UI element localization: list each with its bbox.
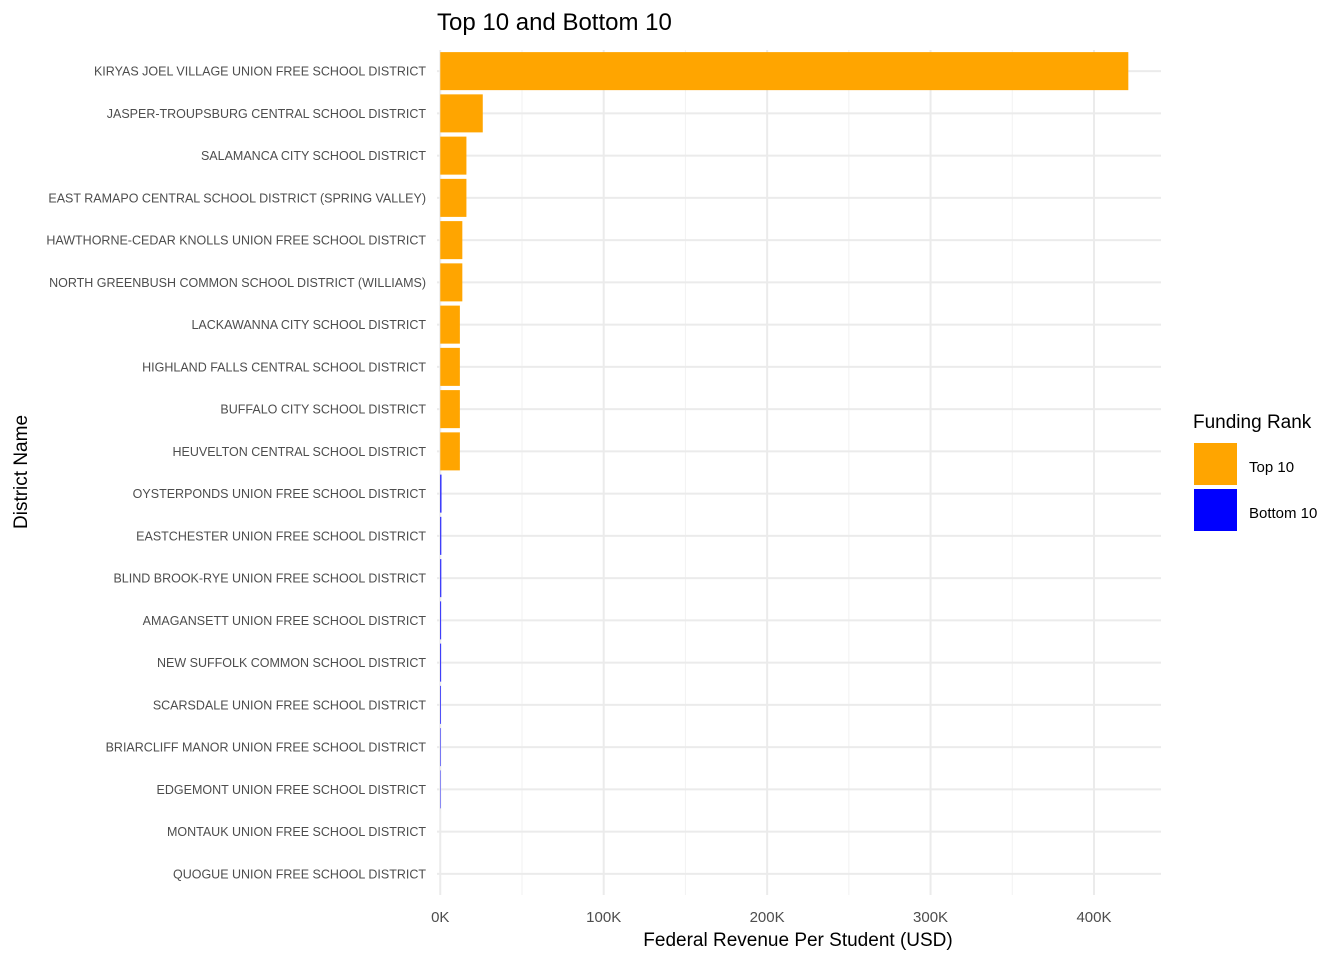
bar	[440, 178, 467, 217]
category-label: AMAGANSETT UNION FREE SCHOOL DISTRICT	[143, 614, 427, 628]
grid-lines	[437, 50, 1161, 895]
x-tick-label: 200K	[750, 909, 785, 926]
bar	[440, 559, 442, 598]
category-label: QUOGUE UNION FREE SCHOOL DISTRICT	[173, 867, 426, 881]
category-label: EDGEMONT UNION FREE SCHOOL DISTRICT	[157, 783, 427, 797]
category-label: EASTCHESTER UNION FREE SCHOOL DISTRICT	[136, 529, 426, 543]
bars-group	[440, 52, 1129, 809]
bar	[440, 94, 483, 133]
category-label: MONTAUK UNION FREE SCHOOL DISTRICT	[167, 825, 426, 839]
bar	[440, 601, 442, 640]
legend-swatch-bottom-10	[1194, 489, 1237, 531]
bar	[440, 685, 441, 724]
category-label: NORTH GREENBUSH COMMON SCHOOL DISTRICT (…	[49, 276, 426, 290]
bar	[440, 136, 467, 175]
category-label: SALAMANCA CITY SCHOOL DISTRICT	[201, 149, 426, 163]
chart-title: Top 10 and Bottom 10	[437, 9, 672, 36]
legend-label-top-10: Top 10	[1249, 459, 1294, 476]
category-label: KIRYAS JOEL VILLAGE UNION FREE SCHOOL DI…	[94, 65, 426, 79]
bar	[440, 263, 463, 302]
category-label: HIGHLAND FALLS CENTRAL SCHOOL DISTRICT	[142, 360, 426, 374]
y-axis-title: District Name	[11, 415, 32, 529]
bar	[440, 432, 460, 471]
bar	[440, 516, 442, 555]
category-label: JASPER-TROUPSBURG CENTRAL SCHOOL DISTRIC…	[107, 107, 427, 121]
bar	[440, 643, 442, 682]
category-labels: KIRYAS JOEL VILLAGE UNION FREE SCHOOL DI…	[46, 65, 426, 882]
category-label: NEW SUFFOLK COMMON SCHOOL DISTRICT	[157, 656, 426, 670]
legend-label-bottom-10: Bottom 10	[1249, 505, 1317, 522]
bar	[440, 305, 460, 344]
x-tick-labels: 0K 100K 200K 300K 400K	[431, 909, 1111, 926]
category-label: BRIARCLIFF MANOR UNION FREE SCHOOL DISTR…	[106, 741, 427, 755]
category-label: LACKAWANNA CITY SCHOOL DISTRICT	[191, 318, 426, 332]
x-tick-label: 100K	[586, 909, 621, 926]
bar	[440, 221, 463, 260]
x-tick-label: 300K	[913, 909, 948, 926]
category-label: SCARSDALE UNION FREE SCHOOL DISTRICT	[153, 698, 427, 712]
category-label: EAST RAMAPO CENTRAL SCHOOL DISTRICT (SPR…	[48, 191, 426, 205]
category-label: HAWTHORNE-CEDAR KNOLLS UNION FREE SCHOOL…	[46, 234, 426, 248]
category-label: BLIND BROOK-RYE UNION FREE SCHOOL DISTRI…	[113, 572, 426, 586]
category-label: OYSTERPONDS UNION FREE SCHOOL DISTRICT	[133, 487, 427, 501]
x-tick-label: 0K	[431, 909, 449, 926]
bar	[440, 390, 460, 429]
x-axis-title: Federal Revenue Per Student (USD)	[643, 930, 952, 951]
bar	[440, 52, 1129, 91]
legend-title: Funding Rank	[1193, 412, 1312, 433]
bar	[440, 474, 442, 513]
category-label: BUFFALO CITY SCHOOL DISTRICT	[220, 403, 426, 417]
bar	[440, 347, 460, 386]
x-tick-label: 400K	[1076, 909, 1111, 926]
legend: Funding Rank Top 10 Bottom 10	[1193, 412, 1317, 531]
category-label: HEUVELTON CENTRAL SCHOOL DISTRICT	[172, 445, 426, 459]
legend-swatch-top-10	[1194, 443, 1237, 485]
